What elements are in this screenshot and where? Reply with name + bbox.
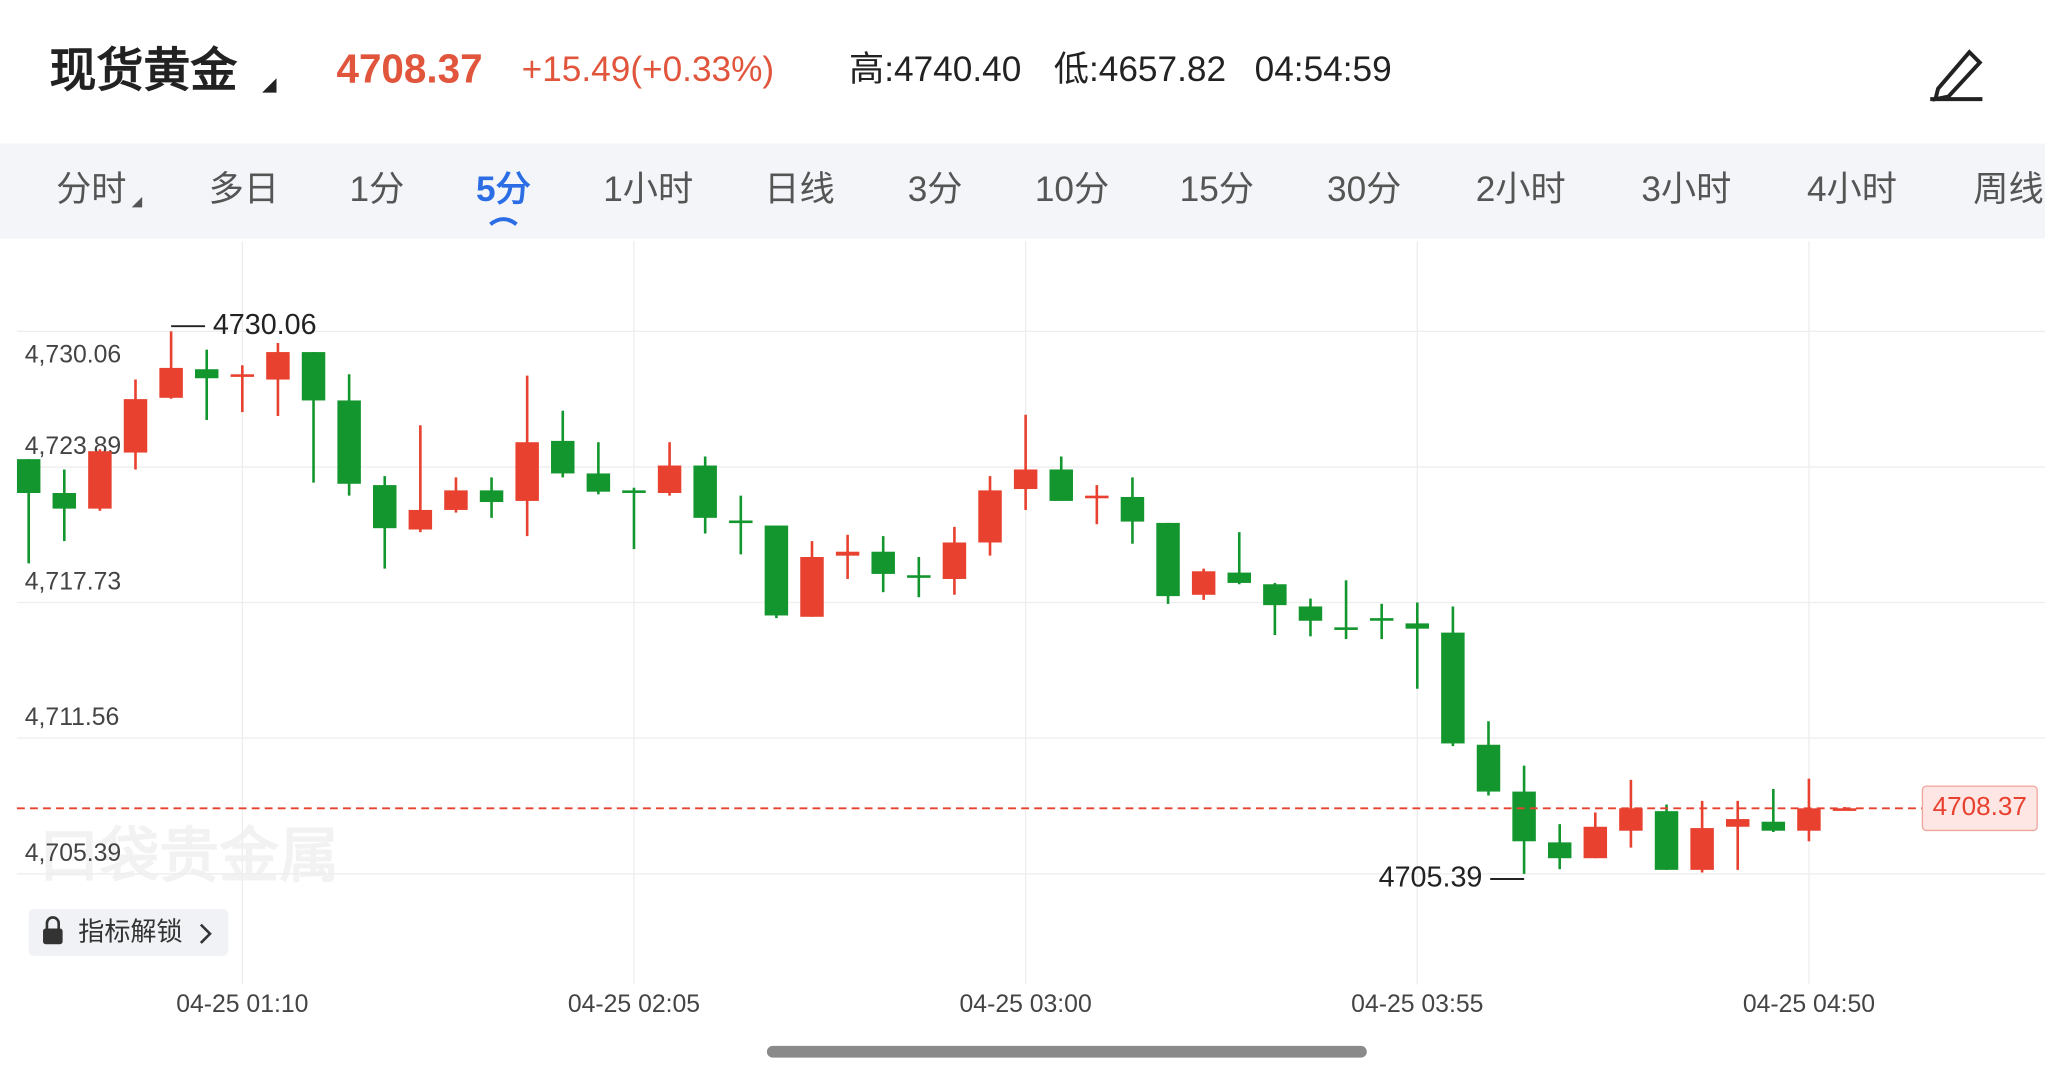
tab[interactable]: 分时 bbox=[56, 170, 126, 209]
candle-body bbox=[479, 490, 504, 503]
scroll-indicator bbox=[766, 1045, 1367, 1058]
candle-body bbox=[123, 399, 148, 453]
candle-body bbox=[586, 473, 611, 492]
candle-body bbox=[1156, 522, 1180, 597]
tab-indicator bbox=[489, 217, 518, 226]
chevron bbox=[199, 923, 212, 944]
candle-body bbox=[871, 551, 895, 574]
candle-body bbox=[835, 551, 860, 556]
candle-body bbox=[1583, 826, 1608, 859]
last-price-label: 4708.37 bbox=[1933, 791, 2027, 821]
candle-body bbox=[942, 542, 967, 579]
candle-body bbox=[1191, 571, 1216, 595]
candle-body bbox=[622, 490, 646, 493]
tab[interactable]: 日线 bbox=[764, 170, 834, 209]
candle-body bbox=[1013, 469, 1038, 490]
candle-body bbox=[88, 451, 112, 509]
day-low: 低:4657.82 bbox=[1054, 50, 1226, 89]
day-high: 高:4740.40 bbox=[849, 50, 1021, 89]
tab-bar bbox=[0, 143, 2045, 239]
candle-body bbox=[1263, 584, 1287, 606]
dropdown-arrow bbox=[262, 78, 277, 93]
candle-body bbox=[551, 440, 575, 474]
candle-body bbox=[1120, 496, 1145, 522]
badge-label: 指标解锁 bbox=[78, 917, 182, 947]
x-tick-label: 04-25 01:10 bbox=[176, 991, 308, 1018]
candle-body bbox=[729, 520, 753, 524]
time: 04:54:59 bbox=[1255, 50, 1392, 89]
candle-body bbox=[1619, 808, 1643, 831]
tab[interactable]: 3小时 bbox=[1641, 170, 1731, 209]
badge[interactable] bbox=[28, 908, 229, 956]
tab[interactable]: 30分 bbox=[1327, 170, 1401, 209]
tab[interactable]: 1分 bbox=[350, 170, 405, 209]
candle-body bbox=[764, 525, 789, 616]
candle-body bbox=[266, 352, 290, 380]
candle-body bbox=[1725, 819, 1750, 827]
candle-body bbox=[1476, 744, 1501, 792]
tab[interactable]: 2小时 bbox=[1476, 170, 1566, 209]
candle-body bbox=[1797, 808, 1821, 831]
max-label: 4730.06 bbox=[213, 309, 317, 341]
candle-body bbox=[1405, 623, 1430, 629]
candle-body bbox=[1690, 828, 1714, 870]
candle-body bbox=[52, 493, 77, 509]
candle-body bbox=[907, 575, 931, 578]
candle-body bbox=[1369, 618, 1394, 621]
tab[interactable]: 多日 bbox=[209, 170, 279, 209]
tab[interactable]: 15分 bbox=[1180, 170, 1254, 209]
tab[interactable]: 4小时 bbox=[1807, 170, 1897, 209]
last-price-box bbox=[1921, 785, 2038, 832]
candle-body bbox=[657, 465, 682, 494]
candle-body bbox=[301, 352, 326, 401]
candle-body bbox=[16, 459, 41, 494]
candle-body bbox=[1441, 632, 1465, 744]
price: 4708.37 bbox=[336, 45, 482, 91]
candle-body bbox=[1085, 495, 1109, 499]
tab[interactable]: 10分 bbox=[1035, 170, 1109, 209]
x-tick-label: 04-25 03:55 bbox=[1351, 991, 1483, 1018]
y-tick-label: 4,717.73 bbox=[25, 568, 121, 595]
candle-body bbox=[1832, 808, 1857, 811]
x-tick-label: 04-25 03:00 bbox=[960, 991, 1092, 1018]
change: +15.49(+0.33%) bbox=[522, 50, 774, 89]
candle-body bbox=[693, 465, 717, 518]
candle-body bbox=[444, 490, 468, 510]
candle-body bbox=[230, 374, 255, 377]
candle-body bbox=[1512, 791, 1536, 842]
watermark: 口袋贵金属 bbox=[39, 823, 339, 890]
y-tick-label: 4,705.39 bbox=[25, 840, 121, 867]
candle-body bbox=[800, 556, 824, 617]
candle-body bbox=[1654, 811, 1679, 870]
candle-body bbox=[1227, 572, 1251, 583]
tab[interactable]: 5分 bbox=[476, 170, 531, 209]
candle-body bbox=[1547, 842, 1572, 859]
tab[interactable]: 3分 bbox=[908, 170, 963, 209]
edit-icon[interactable] bbox=[1930, 49, 1983, 102]
candle-body bbox=[1298, 606, 1323, 621]
candle-body bbox=[194, 369, 219, 379]
tab[interactable]: 周线 bbox=[1973, 170, 2043, 209]
candle-body bbox=[515, 442, 539, 501]
candle-body bbox=[373, 485, 397, 529]
candle-body bbox=[1761, 821, 1786, 831]
x-tick-label: 04-25 02:05 bbox=[568, 991, 700, 1018]
candle-body bbox=[1334, 627, 1358, 630]
candle-body bbox=[408, 509, 433, 530]
tab[interactable]: 1小时 bbox=[603, 170, 693, 209]
x-tick-label: 04-25 04:50 bbox=[1743, 991, 1875, 1018]
candle-body bbox=[159, 367, 183, 398]
title[interactable]: 现货黄金 bbox=[50, 44, 239, 97]
candle-body bbox=[1049, 469, 1073, 501]
min-label: 4705.39 bbox=[1379, 862, 1483, 894]
candle-body bbox=[337, 400, 361, 484]
lock-icon bbox=[43, 916, 63, 945]
y-tick-label: 4,730.06 bbox=[25, 342, 121, 369]
y-tick-label: 4,711.56 bbox=[25, 704, 120, 731]
candle-body bbox=[978, 490, 1002, 543]
